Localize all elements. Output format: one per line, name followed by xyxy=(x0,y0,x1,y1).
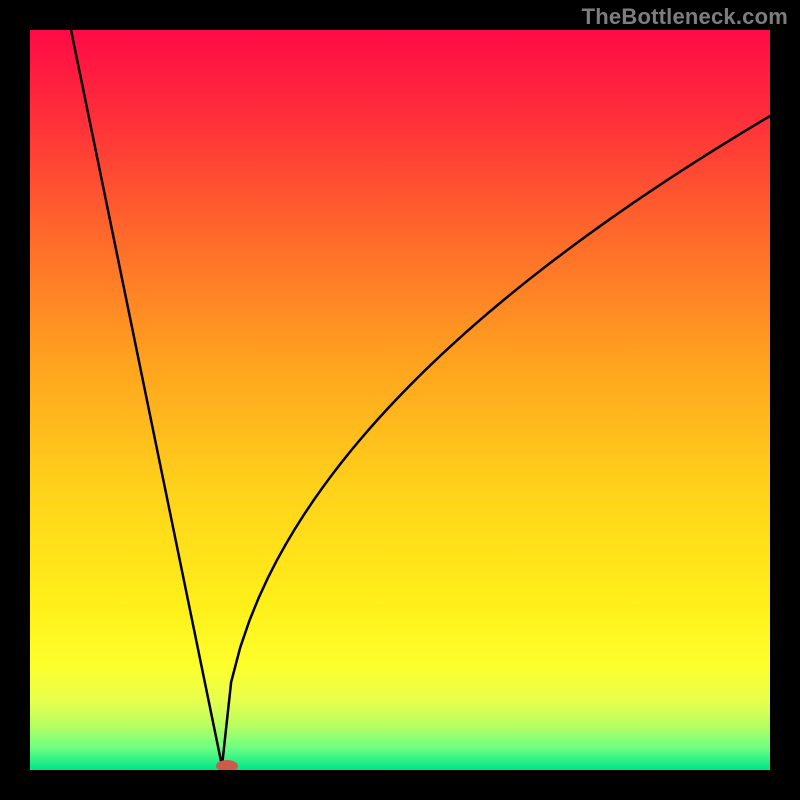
bottleneck-chart xyxy=(0,0,800,800)
gradient-background xyxy=(30,30,770,770)
watermark-text: TheBottleneck.com xyxy=(582,4,788,30)
